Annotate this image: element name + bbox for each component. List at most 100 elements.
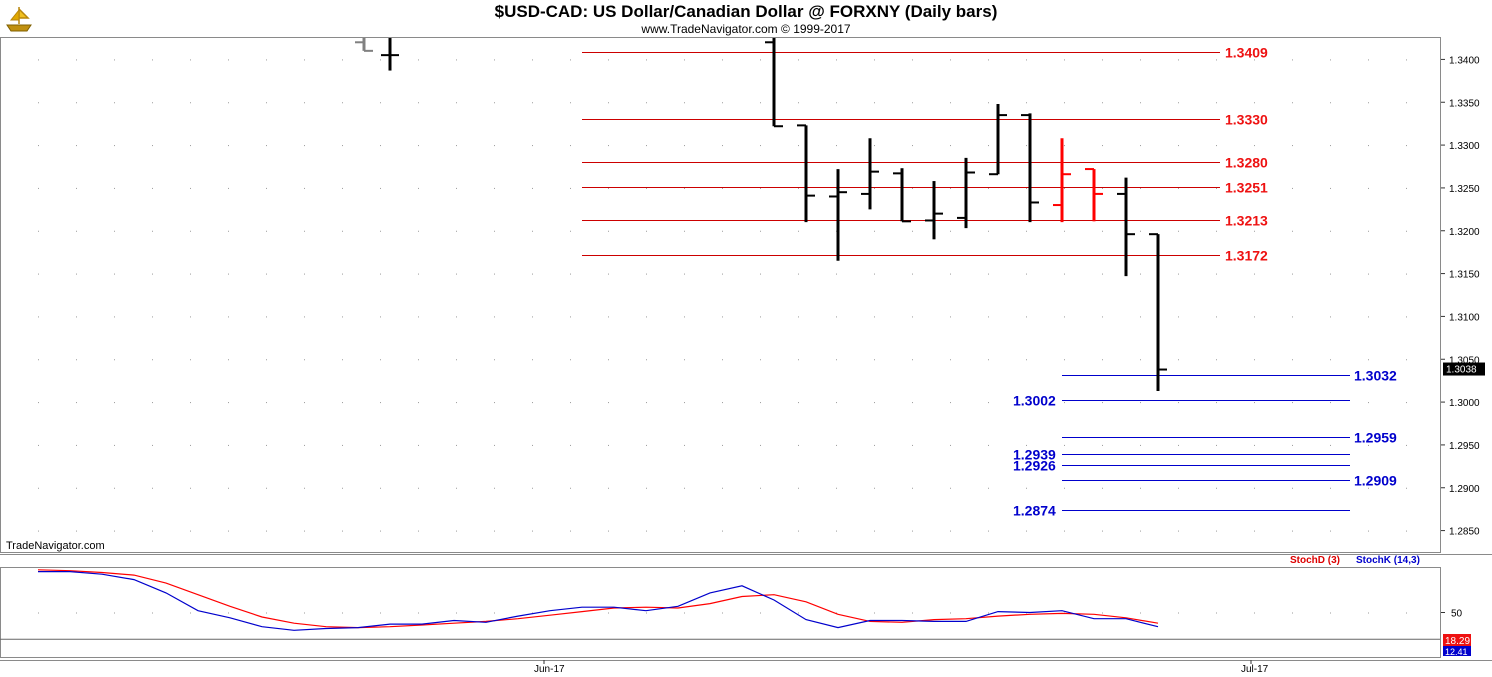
grid-dot — [114, 612, 115, 614]
stoch-tick-label: 50 — [1451, 609, 1463, 620]
grid-dot — [1254, 402, 1255, 404]
grid-dot — [342, 444, 343, 446]
price-levels: 1.3409 1.3330 1.3280 1.3251 1.3213 1.3172 1.30… — [582, 45, 1397, 519]
last-price-box — [1443, 362, 1485, 376]
grid-dot — [1406, 273, 1407, 275]
ohlc-bar — [925, 181, 943, 240]
grid-dot — [1216, 530, 1217, 532]
grid-dot — [1026, 316, 1027, 318]
grid-dot — [418, 187, 419, 189]
trade-navigator-ship-logo-icon — [4, 4, 34, 34]
grid-dot — [228, 230, 229, 232]
grid-dot — [152, 230, 153, 232]
grid-dot — [608, 273, 609, 275]
grid-dot — [874, 612, 875, 614]
grid-dot — [418, 612, 419, 614]
grid-dot — [1406, 359, 1407, 361]
grid-dot — [38, 273, 39, 275]
grid-dot — [1140, 59, 1141, 61]
grid-dot — [1368, 273, 1369, 275]
grid-dot — [456, 59, 457, 61]
grid-dot — [380, 402, 381, 404]
grid-dot — [1140, 359, 1141, 361]
resistance-label: 1.3251 — [1225, 180, 1268, 196]
grid-dot — [1330, 402, 1331, 404]
grid-dot — [494, 444, 495, 446]
grid-dot — [38, 612, 39, 614]
grid-dot — [532, 59, 533, 61]
grid-dot — [228, 530, 229, 532]
grid-dot — [1406, 530, 1407, 532]
grid-dot — [1292, 230, 1293, 232]
price-tick-label: 1.3350 — [1449, 98, 1480, 109]
grid-dot — [1330, 530, 1331, 532]
grid-dot — [1140, 316, 1141, 318]
ohlc-bar — [989, 103, 1007, 176]
grid-dot — [874, 444, 875, 446]
grid-dot — [684, 316, 685, 318]
stoch-series-line — [37, 569, 1159, 629]
grid-dot — [152, 145, 153, 147]
stochd-last-box — [1443, 634, 1471, 646]
grid-dot — [950, 612, 951, 614]
grid-dot — [1406, 316, 1407, 318]
grid-dot — [1140, 145, 1141, 147]
grid-dot — [608, 402, 609, 404]
grid-dot — [1140, 612, 1141, 614]
grid-dot — [988, 273, 989, 275]
grid-dot — [988, 359, 989, 361]
grid-dot — [646, 402, 647, 404]
grid-dot — [456, 273, 457, 275]
grid-dot — [570, 102, 571, 104]
grid-dot — [418, 145, 419, 147]
grid-dot — [114, 230, 115, 232]
grid-dot — [1406, 145, 1407, 147]
grid-dot — [342, 487, 343, 489]
grid-dot — [1406, 187, 1407, 189]
chart-title: $USD-CAD: US Dollar/Canadian Dollar @ FO… — [494, 2, 998, 21]
grid-dot — [950, 59, 951, 61]
grid-dot — [1102, 402, 1103, 404]
grid-dot — [76, 187, 77, 189]
grid-dot — [494, 316, 495, 318]
resistance-label: 1.3280 — [1225, 155, 1268, 171]
grid-dot — [874, 102, 875, 104]
grid-dot — [950, 530, 951, 532]
grid-dot — [76, 273, 77, 275]
grid-dot — [1254, 230, 1255, 232]
grid-dot — [456, 402, 457, 404]
grid-dot — [1026, 487, 1027, 489]
price-tick-label: 1.3400 — [1449, 55, 1480, 66]
grid-dot — [190, 59, 191, 61]
grid-dot — [532, 145, 533, 147]
grid-dot — [266, 316, 267, 318]
grid-dot — [76, 59, 77, 61]
grid-dot — [38, 145, 39, 147]
grid-dot — [646, 273, 647, 275]
grid-dot — [266, 612, 267, 614]
grid-dot — [532, 230, 533, 232]
grid-dot — [1368, 612, 1369, 614]
grid-dot — [1330, 487, 1331, 489]
support-label: 1.3032 — [1354, 368, 1397, 384]
grid-dot — [532, 273, 533, 275]
grid-dot — [570, 359, 571, 361]
grid-dot — [1178, 402, 1179, 404]
grid-dot — [266, 230, 267, 232]
grid-dot — [1368, 59, 1369, 61]
grid-dot — [988, 444, 989, 446]
grid-dot — [1064, 444, 1065, 446]
grid-dot — [304, 230, 305, 232]
grid-dot — [266, 402, 267, 404]
grid-dot — [304, 359, 305, 361]
grid-dot — [456, 444, 457, 446]
grid-dot — [1026, 402, 1027, 404]
ohlc-bar — [893, 168, 911, 223]
grid-dot — [760, 530, 761, 532]
chart-header: $USD-CAD: US Dollar/Canadian Dollar @ FO… — [0, 0, 1492, 38]
grid-dot — [836, 487, 837, 489]
grid-dot — [38, 230, 39, 232]
grid-dot — [1406, 487, 1407, 489]
grid-dot — [608, 316, 609, 318]
grid-dot — [1064, 530, 1065, 532]
